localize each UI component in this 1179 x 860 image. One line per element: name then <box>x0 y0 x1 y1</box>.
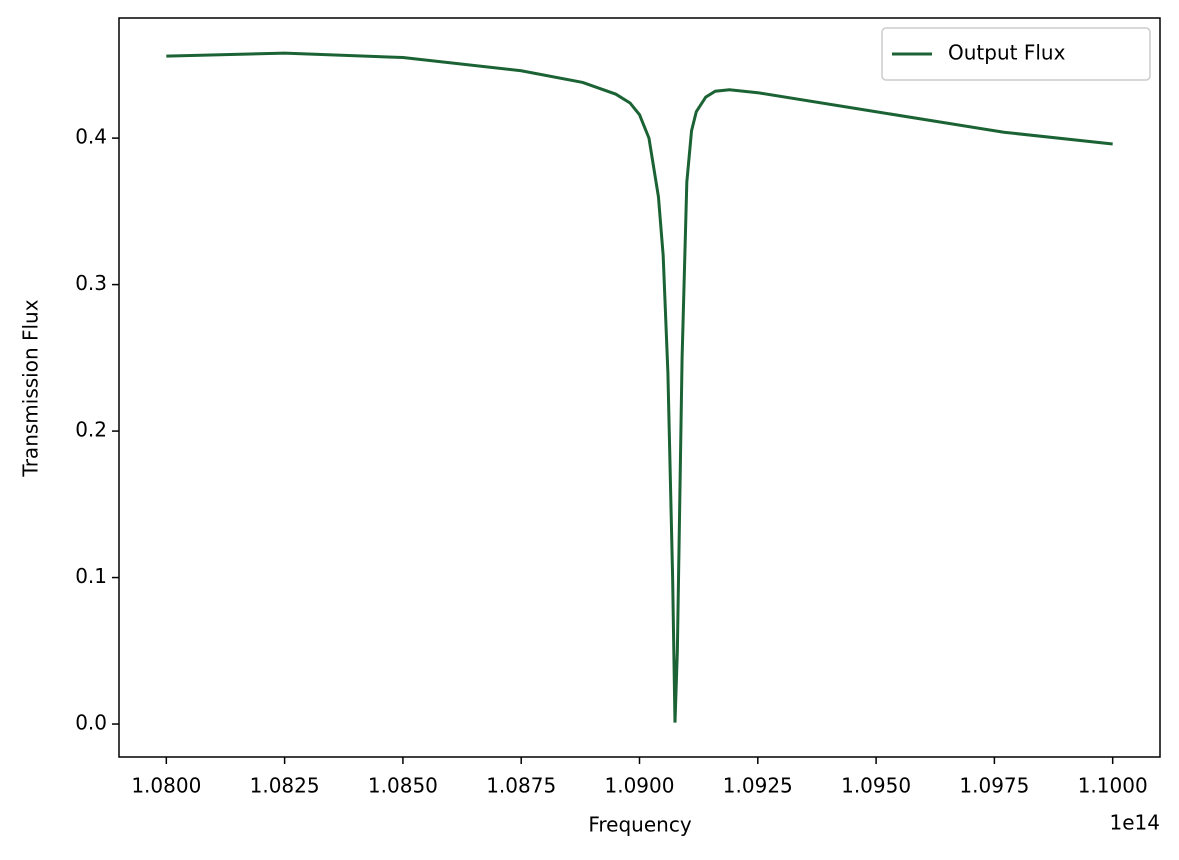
x-tick-label: 1.0975 <box>959 774 1029 798</box>
x-tick-label: 1.0875 <box>486 774 556 798</box>
x-tick-label: 1.0825 <box>250 774 320 798</box>
legend-label: Output Flux <box>948 41 1066 65</box>
x-tick-label: 1.1000 <box>1078 774 1148 798</box>
y-tick-label: 0.2 <box>75 418 107 442</box>
y-axis-label: Transmission Flux <box>19 299 43 477</box>
x-offset-label: 1e14 <box>1110 811 1160 835</box>
x-tick-label: 1.0900 <box>605 774 675 798</box>
x-tick-label: 1.0925 <box>723 774 793 798</box>
x-tick-label: 1.0850 <box>368 774 438 798</box>
y-tick-label: 0.4 <box>75 125 107 149</box>
legend-box <box>881 27 1151 81</box>
x-tick-label: 1.0950 <box>841 774 911 798</box>
plot-frame <box>118 17 1161 758</box>
x-axis-label: Frequency <box>588 813 691 837</box>
x-tick-label: 1.0800 <box>131 774 201 798</box>
line <box>166 51 1113 723</box>
y-tick-label: 0.0 <box>75 711 107 735</box>
y-tick-label: 0.1 <box>75 564 107 588</box>
y-tick-label: 0.3 <box>75 271 107 295</box>
